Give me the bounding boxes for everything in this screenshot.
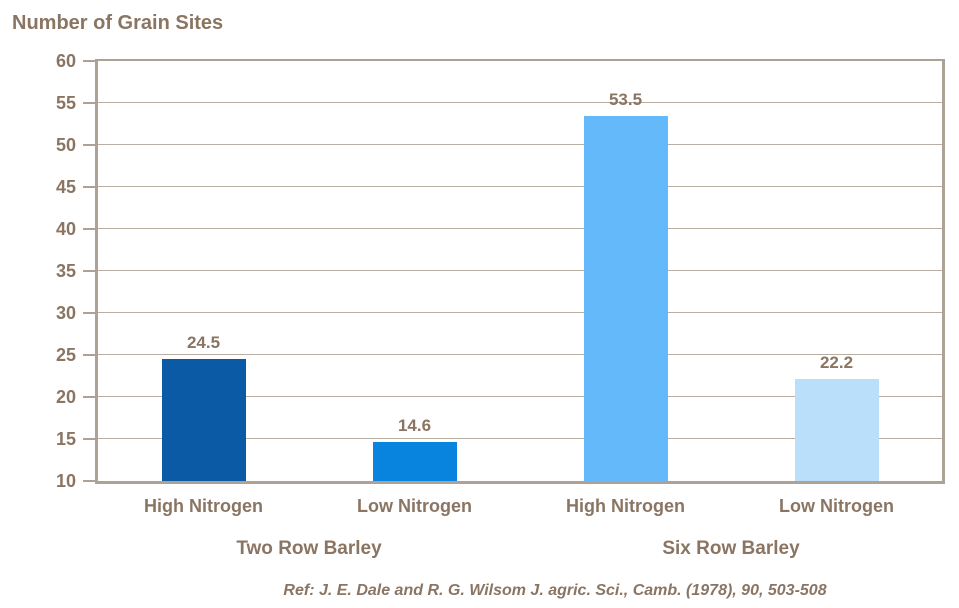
plot-area: 24.5 14.6 53.5 22.2	[95, 59, 945, 484]
chart-title: Number of Grain Sites	[12, 12, 224, 34]
gridline	[98, 438, 942, 439]
y-tick-label: 45	[55, 177, 76, 197]
group-label-row: Two Row Barley Six Row Barley	[98, 538, 942, 560]
y-tick-mark	[83, 186, 95, 188]
y-tick-label: 40	[55, 219, 76, 239]
gridline	[98, 228, 942, 229]
y-tick-mark	[83, 312, 95, 314]
x-category-label: High Nitrogen	[566, 496, 685, 516]
y-tick-mark	[83, 480, 95, 482]
y-tick-label: 20	[55, 387, 76, 407]
y-tick-label: 55	[55, 93, 76, 113]
x-group-label: Six Row Barley	[662, 538, 800, 559]
y-tick-mark	[83, 228, 95, 230]
y-axis-labels: 10 15 20 25 30 35 40 45 50 55 60	[0, 51, 76, 491]
bar-value-label: 22.2	[819, 352, 854, 372]
y-tick-mark	[83, 60, 95, 62]
y-tick-label: 35	[55, 261, 76, 281]
y-tick-mark	[83, 438, 95, 440]
gridline	[98, 312, 942, 313]
y-tick-label: 30	[55, 303, 76, 323]
x-category-label: High Nitrogen	[144, 496, 263, 516]
bar-high-nitrogen-2	[583, 115, 668, 481]
bar-low-nitrogen-3	[794, 378, 879, 481]
y-axis-ticks	[83, 60, 95, 482]
y-tick-mark	[83, 270, 95, 272]
reference-citation: Ref: J. E. Dale and R. G. Wilsom J. agri…	[283, 582, 827, 599]
y-tick-mark	[83, 144, 95, 146]
y-tick-label: 60	[55, 51, 76, 71]
y-tick-mark	[83, 396, 95, 398]
y-tick-label: 15	[55, 429, 76, 449]
gridline	[98, 270, 942, 271]
bar-value-label: 14.6	[397, 416, 432, 436]
bar-value-label: 24.5	[186, 333, 221, 353]
gridline	[98, 144, 942, 145]
x-category-label: Low Nitrogen	[357, 496, 472, 516]
y-tick-label: 50	[55, 135, 76, 155]
gridline	[98, 354, 942, 355]
y-tick-mark	[83, 354, 95, 356]
gridline	[98, 186, 942, 187]
x-group-label: Two Row Barley	[236, 538, 382, 559]
y-tick-label: 10	[55, 471, 76, 491]
bar-value-label: 53.5	[608, 89, 643, 109]
x-category-label: Low Nitrogen	[779, 496, 894, 516]
bar-low-nitrogen-1	[372, 442, 457, 481]
y-tick-label: 25	[55, 345, 76, 365]
category-label-row: High Nitrogen Low Nitrogen High Nitrogen Lo…	[98, 496, 942, 517]
bar-high-nitrogen-0	[161, 359, 246, 481]
gridline	[98, 396, 942, 397]
y-tick-mark	[83, 102, 95, 104]
gridline	[98, 102, 942, 103]
